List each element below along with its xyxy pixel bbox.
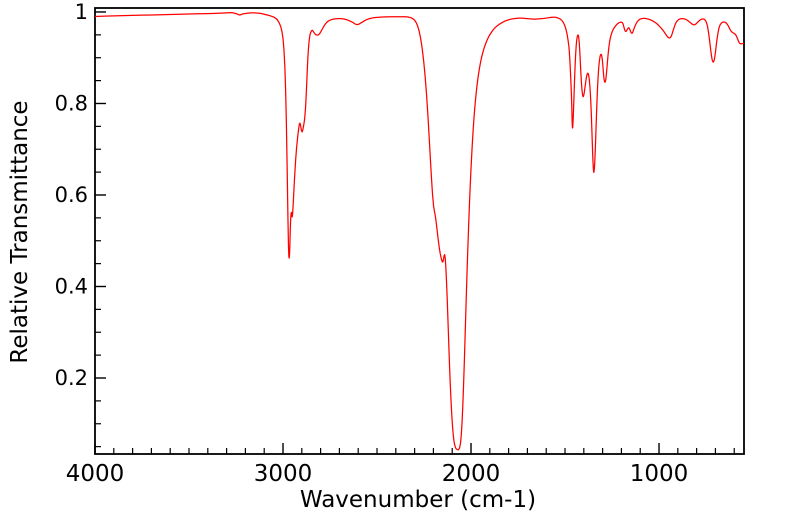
x-axis-ticks	[94, 443, 735, 454]
spectrum-line	[95, 12, 744, 451]
x-tick-label: 4000	[66, 461, 125, 487]
x-tick-labels: 4000 3000 2000 1000	[66, 461, 689, 487]
x-axis-title: Wavenumber (cm-1)	[300, 487, 536, 513]
y-tick-label: 0.4	[55, 274, 88, 298]
y-tick-labels: 1 0.8 0.6 0.4 0.2	[55, 0, 88, 390]
y-axis-title: Relative Transmittance	[7, 100, 33, 363]
x-tick-label: 2000	[442, 461, 501, 487]
y-tick-label: 1	[75, 0, 88, 24]
y-tick-label: 0.2	[55, 366, 88, 390]
y-tick-label: 0.6	[55, 183, 88, 207]
y-tick-label: 0.8	[55, 91, 88, 115]
x-tick-label: 3000	[254, 461, 313, 487]
y-axis-ticks	[95, 11, 106, 448]
x-tick-label: 1000	[630, 461, 689, 487]
plot-frame	[94, 7, 745, 455]
